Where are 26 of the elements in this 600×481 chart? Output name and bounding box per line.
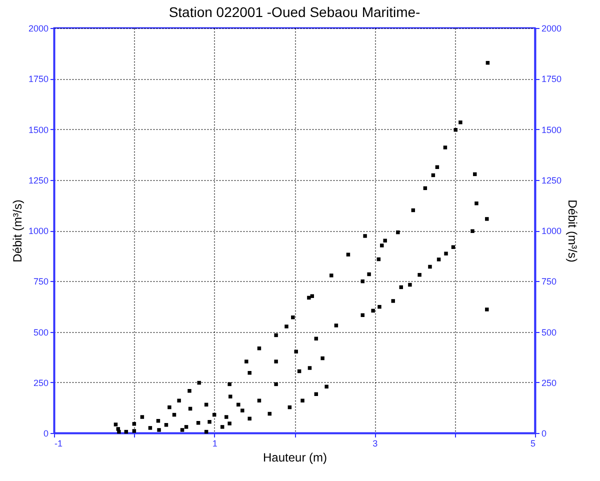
x-tick-label: -1 [54, 438, 63, 448]
y-tick-label: 0 [43, 428, 48, 438]
y2-tick-label: 0 [542, 428, 547, 438]
y2-tick-label: 1750 [542, 74, 562, 84]
y-axis-title: Débit (m³/s) [10, 200, 24, 262]
y-tick-label: 1500 [28, 124, 48, 135]
y2-tick-label: 500 [542, 327, 557, 338]
y-tick-label: 250 [33, 378, 48, 388]
y-tick-label: 1250 [28, 175, 48, 186]
y-tick-label: 1000 [28, 226, 48, 236]
y-tick-label: 500 [33, 327, 48, 338]
x-tick-label: 3 [372, 438, 378, 448]
y-tick-label: 750 [33, 276, 48, 287]
y2-tick-label: 1250 [542, 175, 562, 186]
y2-tick-label: 2000 [542, 24, 562, 34]
y2-axis-title: Débit (m³/s) [566, 200, 580, 262]
y2-tick-label: 1000 [542, 226, 562, 236]
x-tick-label: 5 [530, 438, 536, 448]
y-tick-label: 1750 [28, 74, 48, 84]
chart-title: Station 022001 -Oued Sebaou Maritime- [168, 4, 421, 20]
x-axis-title: Hauteur (m) [262, 450, 328, 464]
x-tick-label: 1 [212, 438, 218, 448]
y2-tick-label: 250 [542, 378, 557, 388]
y-tick-label: 2000 [28, 24, 48, 34]
y2-tick-label: 750 [542, 276, 557, 287]
y2-tick-label: 1500 [542, 124, 562, 135]
